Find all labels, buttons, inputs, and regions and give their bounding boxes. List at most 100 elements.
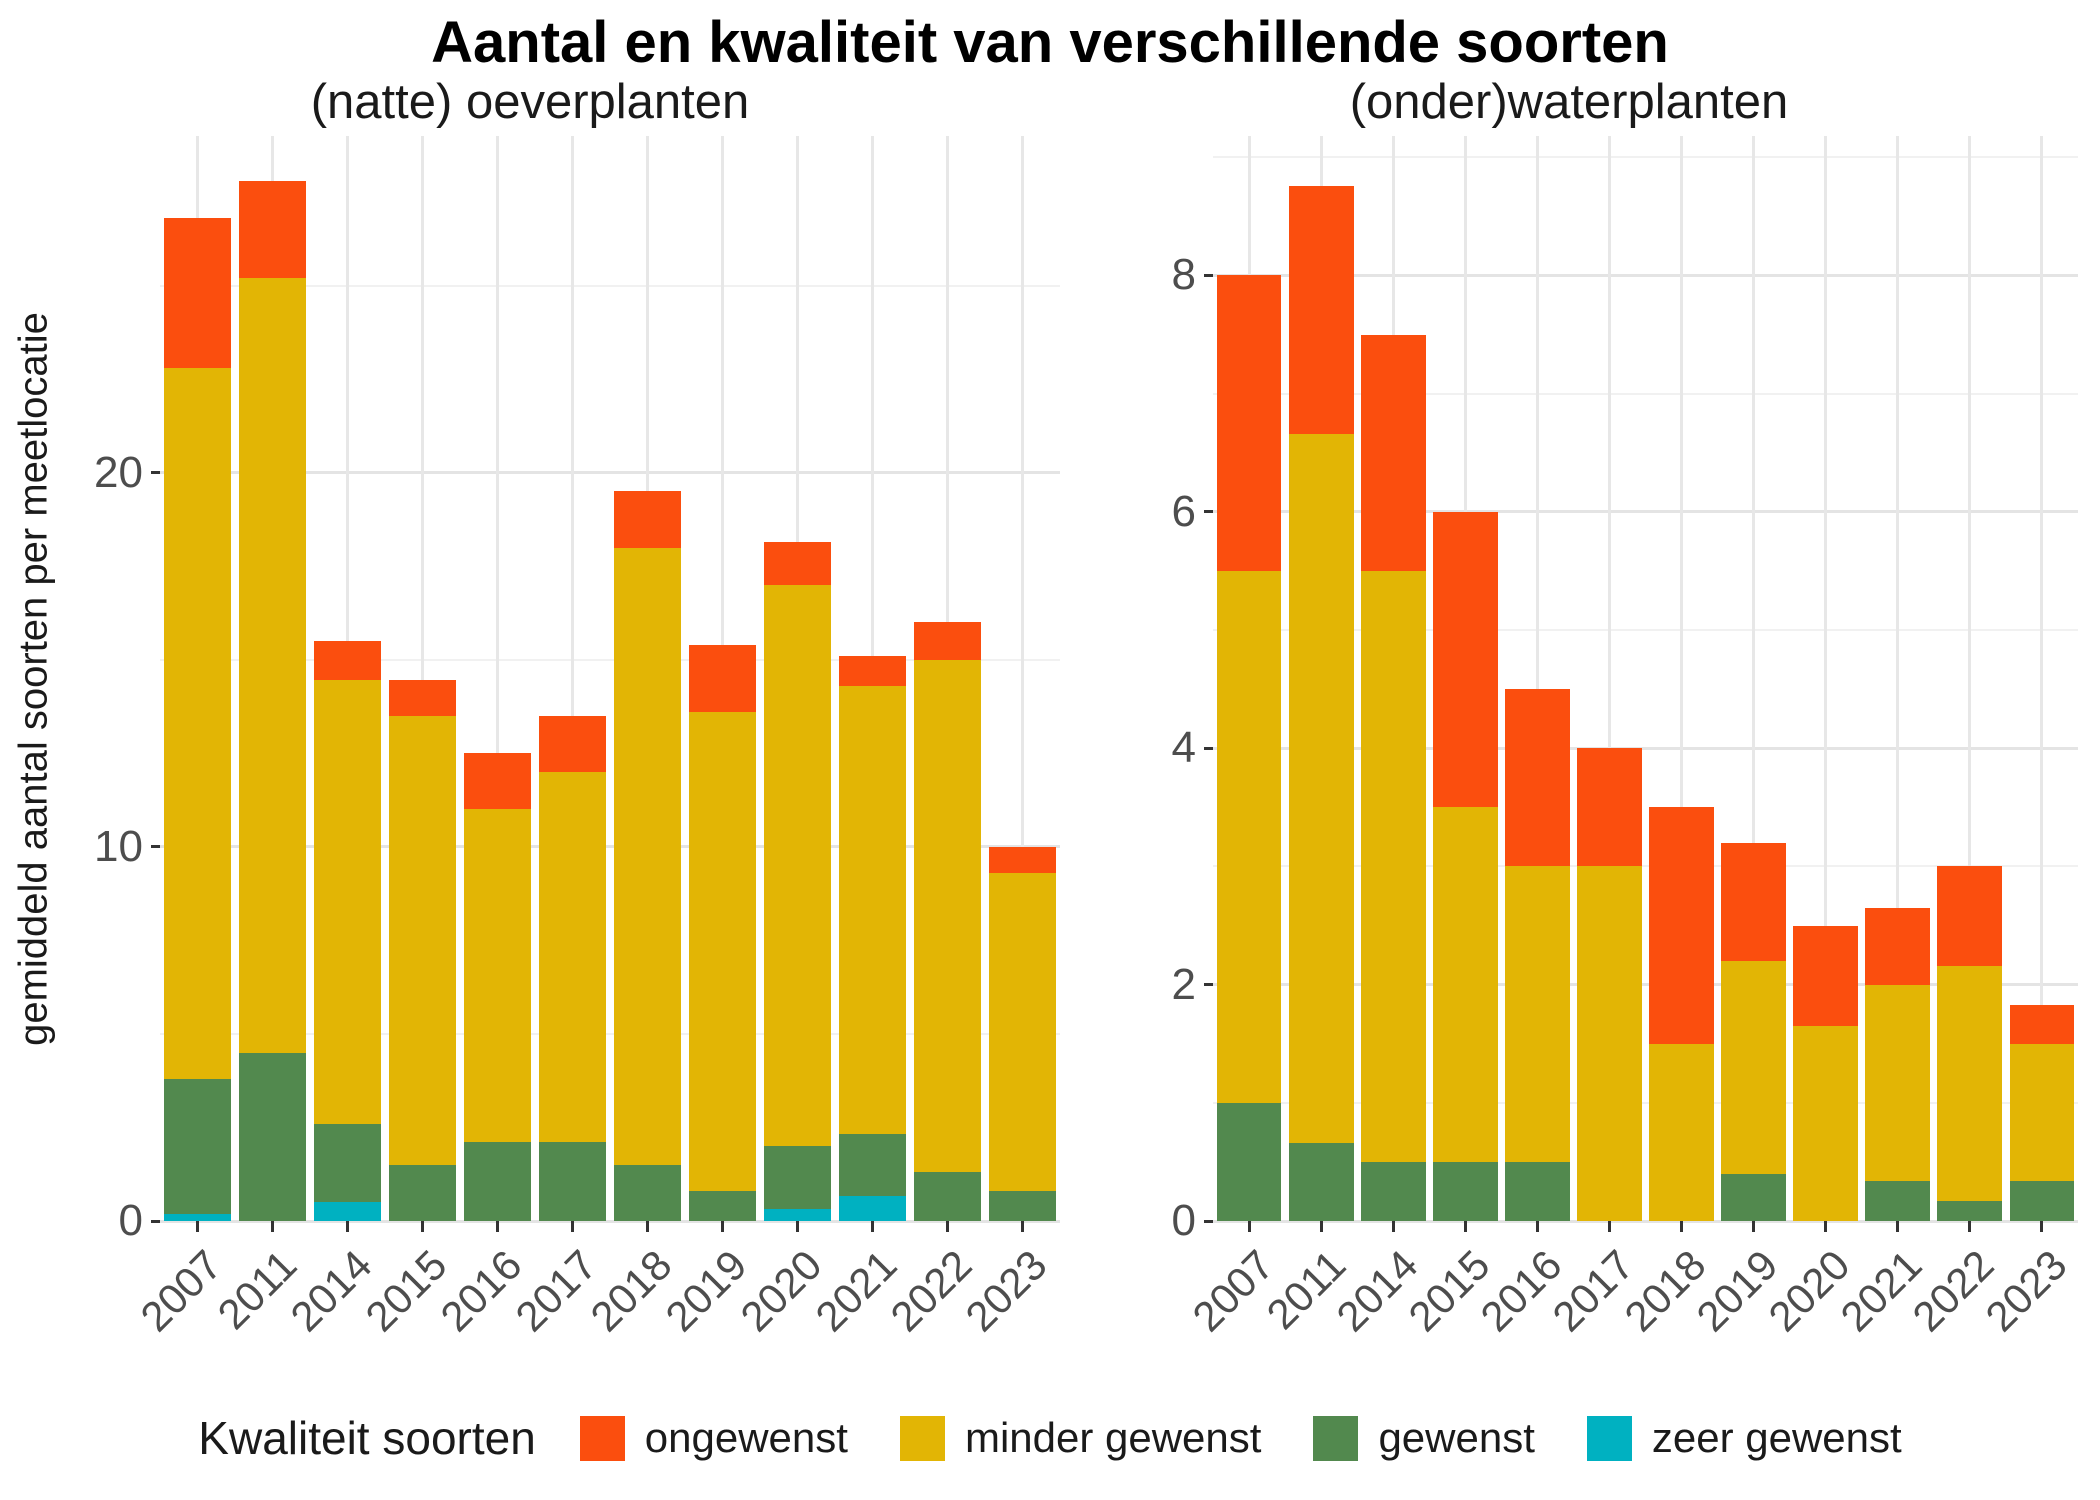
x-tick-mark [946, 1221, 949, 1232]
x-tick-mark [346, 1221, 349, 1232]
y-tick-mark [1204, 273, 1213, 277]
bar-segment-ongewenst [988, 846, 1057, 874]
x-tick-label: 2019 [656, 1241, 756, 1341]
bar-slot-2018 [610, 136, 685, 1221]
stacked-bar-2015 [1432, 511, 1498, 1221]
gridline-major [160, 845, 1060, 849]
y-axis-left: 0 10 20 [62, 136, 160, 1245]
bar-slot-2014 [1357, 136, 1429, 1221]
plot-waterplanten: (onder)waterplanten 0 2 4 6 8 2007 2011 2014 20… [1060, 76, 2100, 1341]
x-tick-label: 2016 [431, 1241, 531, 1341]
gridline-minor [160, 1032, 1060, 1035]
x-tick-mark [1607, 1221, 1611, 1232]
x-tick-label: 2021 [806, 1241, 906, 1341]
bar-segment-minder-gewenst [463, 809, 532, 1143]
x-tick-label: 2023 [956, 1241, 1056, 1341]
x-tick-mark [1463, 1221, 1467, 1232]
legend-item-ongewenst: ongewenst [579, 1414, 848, 1462]
bar-segment-minder-gewenst [1577, 866, 1642, 1221]
x-tick-label: 2017 [1543, 1241, 1643, 1341]
x-tick-mark [1535, 1221, 1539, 1232]
bar-slot-2019 [1718, 136, 1790, 1221]
gridline-major [160, 1219, 1060, 1223]
bar-segment-gewenst [388, 1164, 457, 1221]
stacked-bar-2011 [238, 180, 307, 1221]
bar-segment-gewenst [913, 1171, 982, 1221]
bar-segment-minder-gewenst [988, 873, 1057, 1192]
bar-segment-gewenst [1504, 1161, 1570, 1221]
legend-item-zeer-gewenst: zeer gewenst [1586, 1414, 1902, 1462]
gridline-vertical [1968, 136, 1972, 1221]
bar-segment-minder-gewenst [688, 712, 757, 1192]
gridline-vertical [570, 136, 574, 1221]
bar-segment-ongewenst [2009, 1004, 2075, 1044]
gridline-major [1213, 510, 2078, 514]
bar-segment-gewenst [1288, 1143, 1354, 1221]
stacked-bar-2022 [1937, 866, 2003, 1221]
gridline-vertical [1535, 136, 1539, 1221]
x-tick-label: 2019 [1687, 1241, 1787, 1341]
bar-segment-minder-gewenst [1793, 1025, 1859, 1221]
bar-segment-minder-gewenst [838, 686, 907, 1135]
gridline-vertical [496, 136, 499, 1221]
bar-segment-ongewenst [1577, 748, 1642, 867]
bar-segment-ongewenst [1504, 689, 1570, 867]
x-tick-label: 2022 [881, 1241, 981, 1341]
gridline-vertical [1021, 136, 1024, 1221]
gridline-major [1213, 1219, 2078, 1223]
x-tick-mark [796, 1221, 799, 1232]
stacked-bar-2019 [688, 644, 757, 1221]
plots-row: (natte) oeverplanten gemiddeld aantal so… [0, 75, 2100, 1341]
bar-segment-minder-gewenst [1288, 433, 1354, 1143]
gridline-major [1213, 746, 2078, 750]
bar-segment-minder-gewenst [1721, 961, 1787, 1174]
bar-segment-gewenst [163, 1078, 232, 1214]
bar-slot-2021 [1862, 136, 1934, 1221]
bar-segment-minder-gewenst [1649, 1043, 1714, 1221]
x-tick-mark [1247, 1221, 1251, 1232]
x-tick-mark [271, 1221, 274, 1232]
y-tick-mark [151, 471, 160, 475]
y-tick-label: 8 [1171, 250, 1196, 300]
stacked-bar-2022 [913, 622, 982, 1221]
bar-segment-gewenst [1216, 1102, 1282, 1221]
bar-segment-ongewenst [1865, 907, 1931, 985]
bar-segment-zeer-gewenst [763, 1208, 832, 1221]
gridline-vertical [2040, 136, 2044, 1221]
bar-segment-gewenst [838, 1134, 907, 1197]
bar-segment-ongewenst [538, 715, 607, 773]
x-tick-label: 2017 [506, 1241, 606, 1341]
bar-segment-gewenst [763, 1146, 832, 1209]
bar-segment-gewenst [1937, 1200, 2003, 1221]
x-tick-mark [721, 1221, 724, 1232]
x-tick-label: 2014 [281, 1241, 381, 1341]
bar-segment-ongewenst [163, 218, 232, 368]
stacked-bar-2020 [1793, 925, 1859, 1221]
stacked-bar-2019 [1721, 842, 1787, 1221]
gridline-minor [1213, 865, 2078, 868]
bar-segment-minder-gewenst [2009, 1043, 2075, 1181]
x-tick-label: 2011 [208, 1241, 306, 1339]
gridline-minor [160, 658, 1060, 661]
bar-segment-gewenst [313, 1123, 382, 1203]
x-tick-label: 2020 [1759, 1241, 1859, 1341]
bar-segment-ongewenst [313, 641, 382, 681]
x-tick-mark [1896, 1221, 1900, 1232]
gridline-major [1213, 273, 2078, 277]
bar-segment-ongewenst [1432, 511, 1498, 808]
bar-segment-gewenst [463, 1142, 532, 1221]
stacked-bar-2021 [1865, 907, 1931, 1221]
x-tick-mark [1752, 1221, 1756, 1232]
bar-segment-ongewenst [913, 622, 982, 660]
legend: Kwaliteit soorten ongewenst minder gewen… [0, 1411, 2100, 1465]
gridline-major [1213, 983, 2078, 987]
stacked-bar-2017 [538, 715, 607, 1221]
bar-segment-gewenst [988, 1191, 1057, 1221]
gridline-vertical [1752, 136, 1756, 1221]
stacked-bar-2023 [2009, 1004, 2075, 1221]
bar-segment-zeer-gewenst [163, 1213, 232, 1221]
bar-segment-ongewenst [1360, 334, 1426, 571]
legend-item-gewenst: gewenst [1313, 1414, 1535, 1462]
facet-title-left: (natte) oeverplanten [310, 75, 750, 129]
y-axis-right: 0 2 4 6 8 [1060, 136, 1213, 1245]
